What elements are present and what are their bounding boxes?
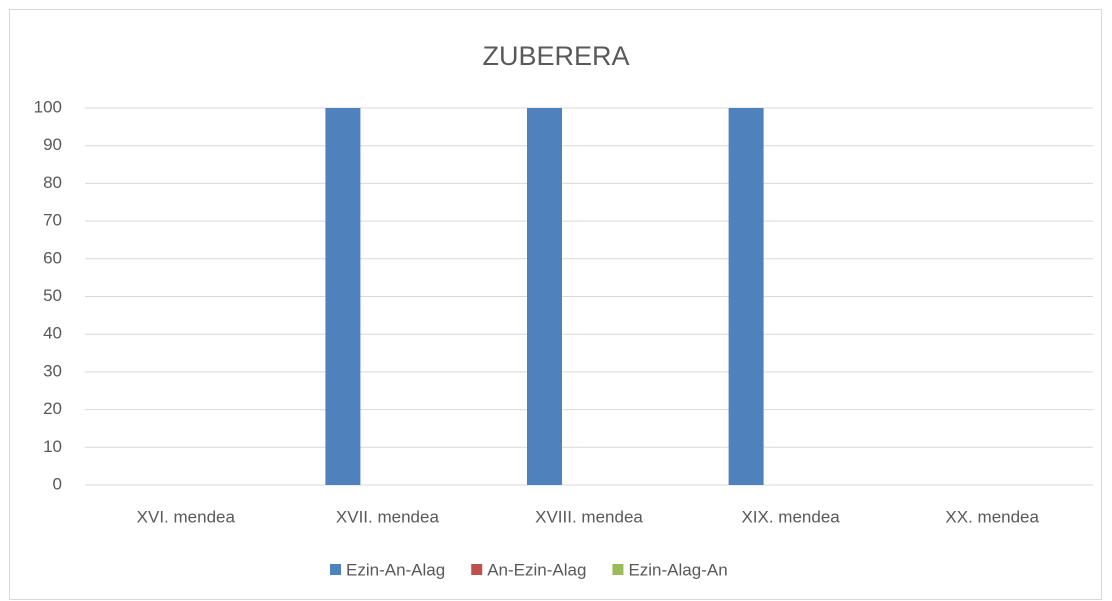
y-tick-label: 30 bbox=[43, 361, 62, 380]
y-tick-label: 90 bbox=[43, 135, 62, 154]
legend-swatch bbox=[330, 564, 341, 575]
x-tick-label: XVII. mendea bbox=[336, 507, 440, 526]
legend-swatch bbox=[471, 564, 483, 575]
x-tick-label: XX. mendea bbox=[945, 507, 1039, 526]
x-tick-label: XIX. mendea bbox=[741, 507, 840, 526]
y-tick-label: 50 bbox=[43, 286, 62, 305]
y-tick-label: 40 bbox=[43, 324, 62, 343]
y-tick-label: 80 bbox=[43, 173, 62, 192]
y-tick-label: 70 bbox=[43, 211, 62, 230]
y-tick-label: 10 bbox=[43, 437, 62, 456]
chart-title: ZUBERERA bbox=[482, 41, 629, 71]
legend-label: An-Ezin-Alag bbox=[487, 560, 586, 579]
x-tick-label: XVIII. mendea bbox=[535, 507, 643, 526]
y-tick-label: 60 bbox=[43, 248, 62, 267]
y-tick-label: 100 bbox=[34, 97, 62, 116]
x-tick-label: XVI. mendea bbox=[137, 507, 236, 526]
bar bbox=[325, 108, 361, 485]
bar bbox=[527, 108, 562, 485]
legend-label: Ezin-An-Alag bbox=[346, 560, 445, 579]
legend-label: Ezin-Alag-An bbox=[628, 560, 727, 579]
legend-swatch bbox=[612, 564, 624, 575]
bar bbox=[728, 108, 764, 485]
y-tick-label: 0 bbox=[53, 474, 62, 493]
y-tick-label: 20 bbox=[43, 399, 62, 418]
